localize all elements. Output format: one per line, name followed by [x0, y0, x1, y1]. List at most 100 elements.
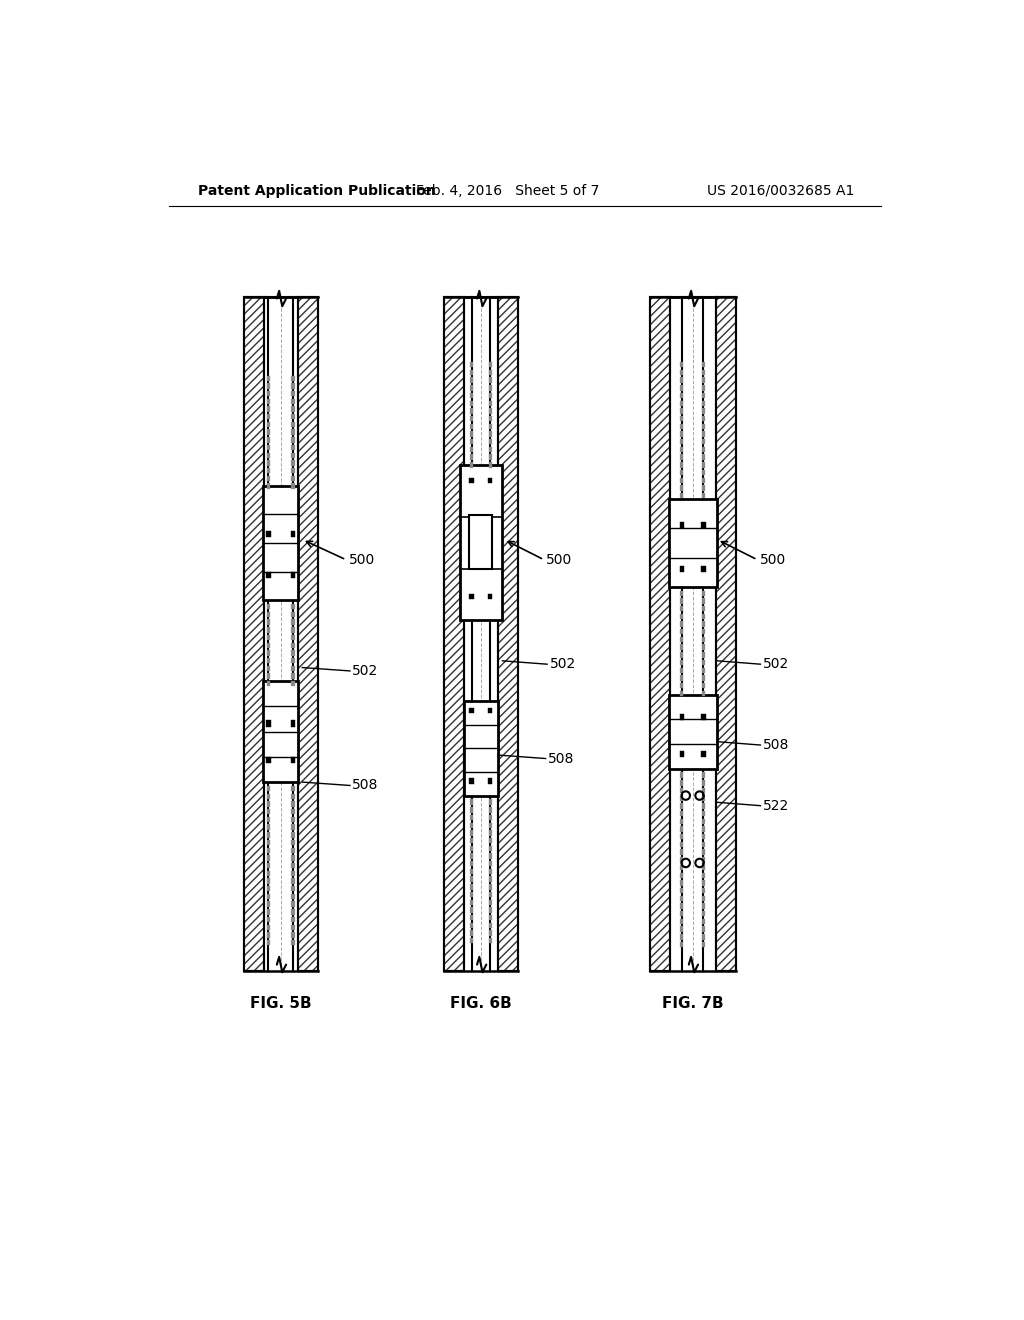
Bar [488, 362, 492, 367]
Bar [680, 492, 683, 499]
Bar [680, 590, 683, 595]
Bar [292, 414, 295, 420]
Bar [701, 606, 705, 611]
Bar [487, 594, 493, 599]
Bar [444, 297, 464, 970]
Bar [470, 385, 473, 391]
Bar [267, 414, 270, 420]
Bar [292, 886, 295, 891]
Text: 508: 508 [548, 751, 574, 766]
Bar [680, 614, 683, 619]
Bar [701, 772, 705, 777]
Bar [487, 779, 493, 784]
Bar [267, 627, 270, 632]
Bar [470, 892, 473, 898]
Bar [266, 721, 270, 726]
Bar [470, 807, 473, 813]
Bar [267, 863, 270, 869]
Bar [680, 780, 683, 785]
Bar [470, 462, 473, 467]
Bar [488, 892, 492, 898]
Bar [701, 865, 705, 870]
Bar [292, 924, 295, 929]
Bar [680, 462, 683, 467]
Bar [701, 378, 705, 383]
Bar [680, 927, 683, 932]
Bar [292, 793, 295, 799]
Bar [292, 932, 295, 937]
Bar [701, 804, 705, 809]
Bar [649, 297, 670, 970]
Bar [267, 940, 270, 945]
Bar [292, 832, 295, 838]
Bar [488, 830, 492, 836]
Bar [701, 826, 705, 832]
Text: 522: 522 [763, 799, 788, 813]
Bar [470, 899, 473, 906]
Bar [292, 809, 295, 814]
Bar [701, 911, 705, 916]
Bar [488, 370, 492, 375]
Bar [267, 643, 270, 648]
Bar [680, 385, 683, 391]
Bar [680, 788, 683, 793]
Bar [701, 590, 705, 595]
Bar [680, 873, 683, 878]
Bar [701, 751, 706, 756]
Bar [701, 630, 705, 635]
Bar [267, 651, 270, 656]
Bar [292, 863, 295, 869]
Text: Feb. 4, 2016   Sheet 5 of 7: Feb. 4, 2016 Sheet 5 of 7 [416, 183, 599, 198]
Bar [292, 627, 295, 632]
Bar [680, 676, 683, 681]
Bar [680, 424, 683, 429]
Bar [680, 668, 683, 673]
Bar [701, 690, 705, 696]
Bar [292, 840, 295, 845]
Bar [498, 297, 518, 970]
Bar [488, 939, 492, 944]
Bar [292, 376, 295, 381]
Bar [298, 297, 317, 970]
Bar [292, 475, 295, 480]
Bar [291, 756, 295, 763]
Bar [267, 793, 270, 799]
Bar [680, 842, 683, 847]
Bar [680, 393, 683, 399]
Bar [716, 297, 736, 970]
Bar [470, 861, 473, 866]
Bar [701, 818, 705, 824]
Bar [680, 362, 683, 367]
Bar [470, 915, 473, 920]
Bar [488, 931, 492, 936]
Bar [488, 846, 492, 851]
Bar [680, 523, 684, 528]
Bar [701, 652, 705, 657]
Bar [244, 297, 264, 970]
Bar [680, 896, 683, 902]
Bar [701, 857, 705, 862]
Bar [267, 611, 270, 618]
Bar [680, 935, 683, 940]
Bar [267, 475, 270, 480]
Bar [292, 878, 295, 884]
Bar [292, 651, 295, 656]
Bar [292, 902, 295, 907]
Bar [701, 896, 705, 902]
Bar [470, 440, 473, 445]
Bar [291, 531, 295, 537]
Bar [680, 942, 683, 948]
Bar [680, 834, 683, 840]
Bar [267, 902, 270, 907]
Bar [292, 940, 295, 945]
Bar [292, 422, 295, 428]
Bar [680, 644, 683, 649]
Text: 502: 502 [352, 664, 379, 678]
Text: 500: 500 [547, 553, 572, 566]
Bar [701, 796, 705, 801]
Text: 508: 508 [763, 738, 790, 752]
Bar [701, 644, 705, 649]
Bar [291, 721, 295, 726]
Bar [680, 818, 683, 824]
Bar [292, 894, 295, 899]
